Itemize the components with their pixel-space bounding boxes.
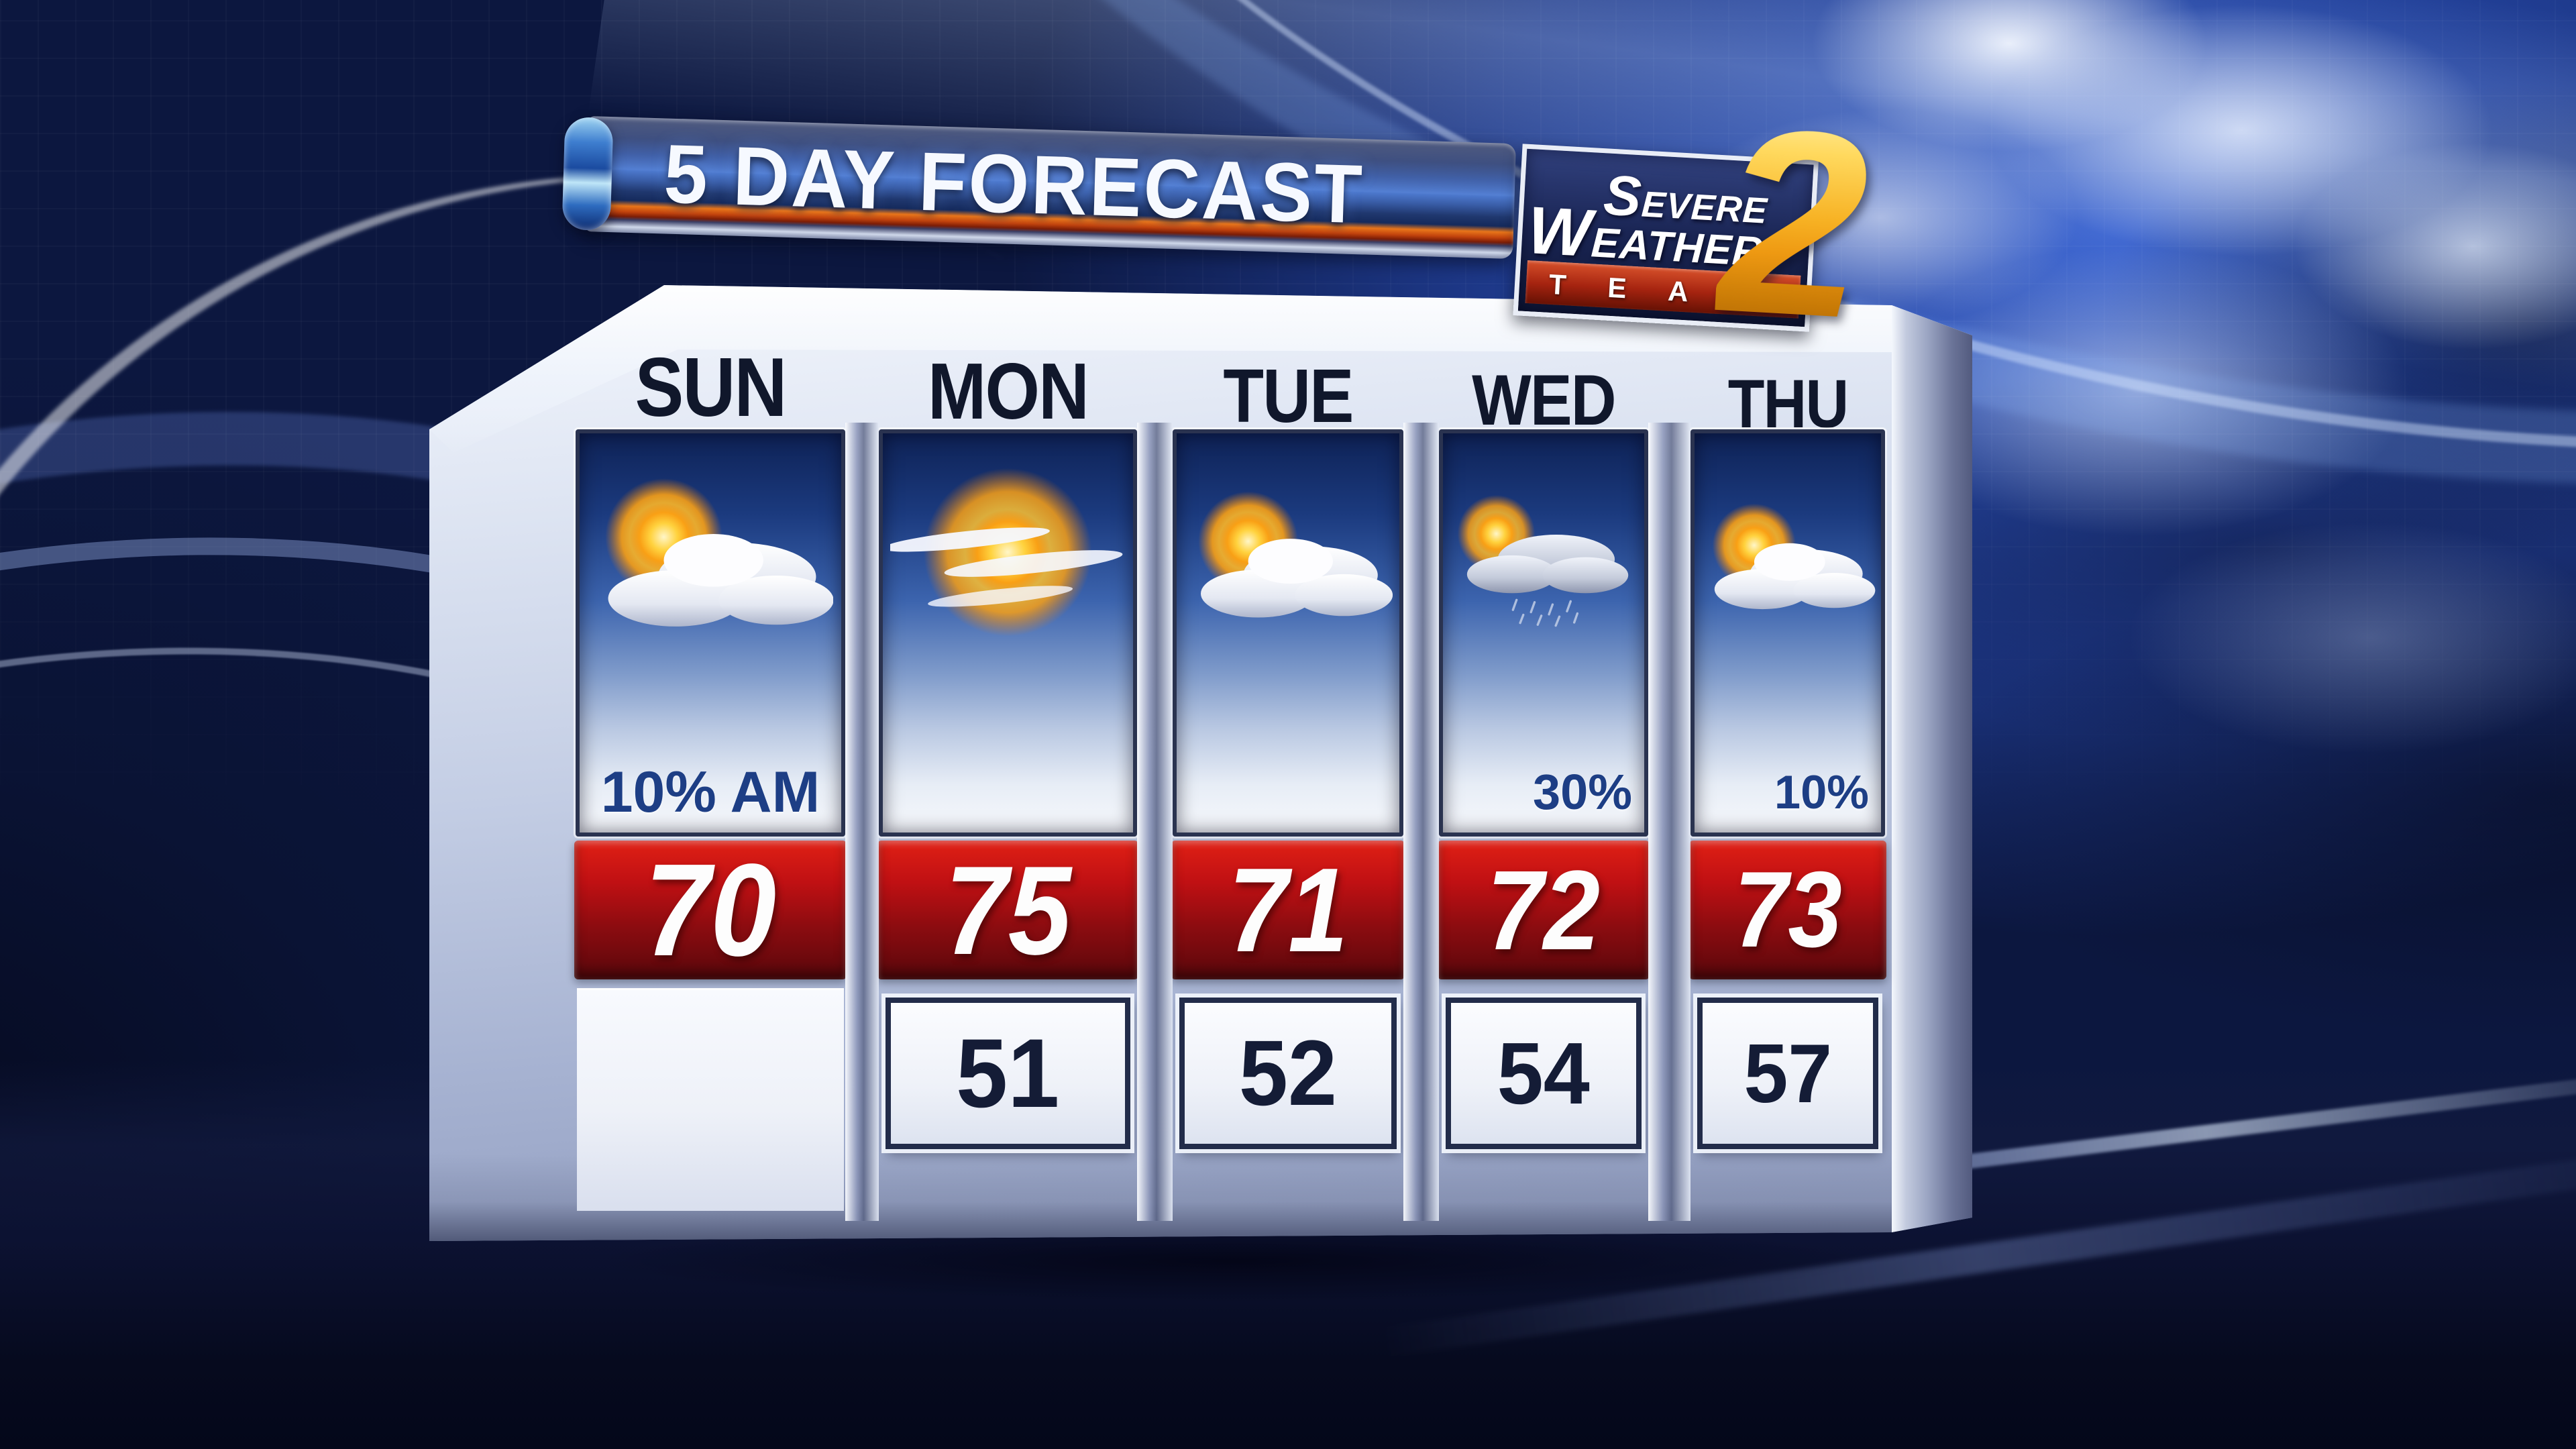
high-temp: 70 bbox=[644, 837, 777, 983]
severe-weather-team-2-logo: SEVERE WEATHER TEAM 2 bbox=[1511, 72, 1952, 374]
low-temp-box: 52 bbox=[1179, 998, 1397, 1149]
column-divider bbox=[1137, 423, 1173, 1221]
high-temp: 75 bbox=[945, 839, 1071, 981]
high-temp: 72 bbox=[1487, 847, 1601, 973]
empty-low-area bbox=[577, 988, 844, 1211]
sky-icon-window: 10% bbox=[1690, 429, 1885, 837]
day-label: TUE bbox=[1223, 354, 1354, 438]
precip-chance: 30% bbox=[1532, 764, 1632, 820]
low-temp: 57 bbox=[1743, 1026, 1832, 1120]
high-temp-box: 72 bbox=[1438, 841, 1650, 979]
column-divider bbox=[845, 423, 879, 1221]
banner-end-cap bbox=[561, 117, 614, 231]
day-label: SUN bbox=[635, 341, 787, 434]
channel-2-numeral: 2 bbox=[1711, 72, 1874, 374]
high-temp-box: 71 bbox=[1171, 841, 1405, 979]
forecast-panel: SUN 10% AM 70 MON 75 51 TUE 71 52 WED 30… bbox=[429, 285, 1972, 1241]
precip-chance: 10% bbox=[1774, 765, 1869, 818]
low-temp: 51 bbox=[956, 1018, 1060, 1128]
high-temp-box: 73 bbox=[1689, 841, 1886, 979]
high-temp-box: 75 bbox=[877, 840, 1138, 981]
low-temp-box: 51 bbox=[885, 998, 1130, 1149]
low-temp-box: 57 bbox=[1697, 998, 1878, 1149]
hazy-sun-icon bbox=[882, 448, 1126, 684]
forecast-day-column: SUN 10% AM 70 bbox=[574, 285, 847, 1241]
partly-cloudy-icon bbox=[1183, 448, 1393, 684]
high-temp: 73 bbox=[1733, 849, 1842, 970]
day-label: WED bbox=[1472, 360, 1616, 440]
partly-cloudy-icon bbox=[588, 448, 834, 684]
sky-icon-window: 30% bbox=[1439, 429, 1648, 837]
low-temp: 54 bbox=[1497, 1024, 1591, 1122]
precip-chance bbox=[883, 755, 1133, 830]
sky-icon-window bbox=[879, 429, 1137, 837]
high-temp: 71 bbox=[1228, 843, 1348, 977]
low-temp: 52 bbox=[1238, 1021, 1338, 1125]
column-divider bbox=[1648, 423, 1690, 1221]
page-title: 5 DAY FORECAST bbox=[662, 127, 1366, 241]
partly-cloudy-icon bbox=[1700, 448, 1876, 684]
forecast-day-column: THU 10% 73 57 bbox=[1689, 285, 1886, 1241]
precip-chance bbox=[1177, 755, 1399, 830]
showers-icon bbox=[1449, 448, 1638, 684]
sky-icon-window bbox=[1173, 429, 1403, 837]
forecast-day-column: TUE 71 52 bbox=[1171, 285, 1405, 1241]
forecast-day-column: MON 75 51 bbox=[877, 285, 1138, 1241]
forecast-day-column: WED 30% 72 54 bbox=[1438, 285, 1650, 1241]
low-temp-box: 54 bbox=[1446, 998, 1642, 1149]
sky-icon-window: 10% AM bbox=[576, 429, 845, 837]
day-label: MON bbox=[927, 347, 1089, 436]
panel-side-face bbox=[1892, 305, 1972, 1232]
precip-chance: 10% AM bbox=[600, 760, 820, 824]
column-divider bbox=[1403, 423, 1439, 1221]
high-temp-box: 70 bbox=[574, 837, 847, 983]
